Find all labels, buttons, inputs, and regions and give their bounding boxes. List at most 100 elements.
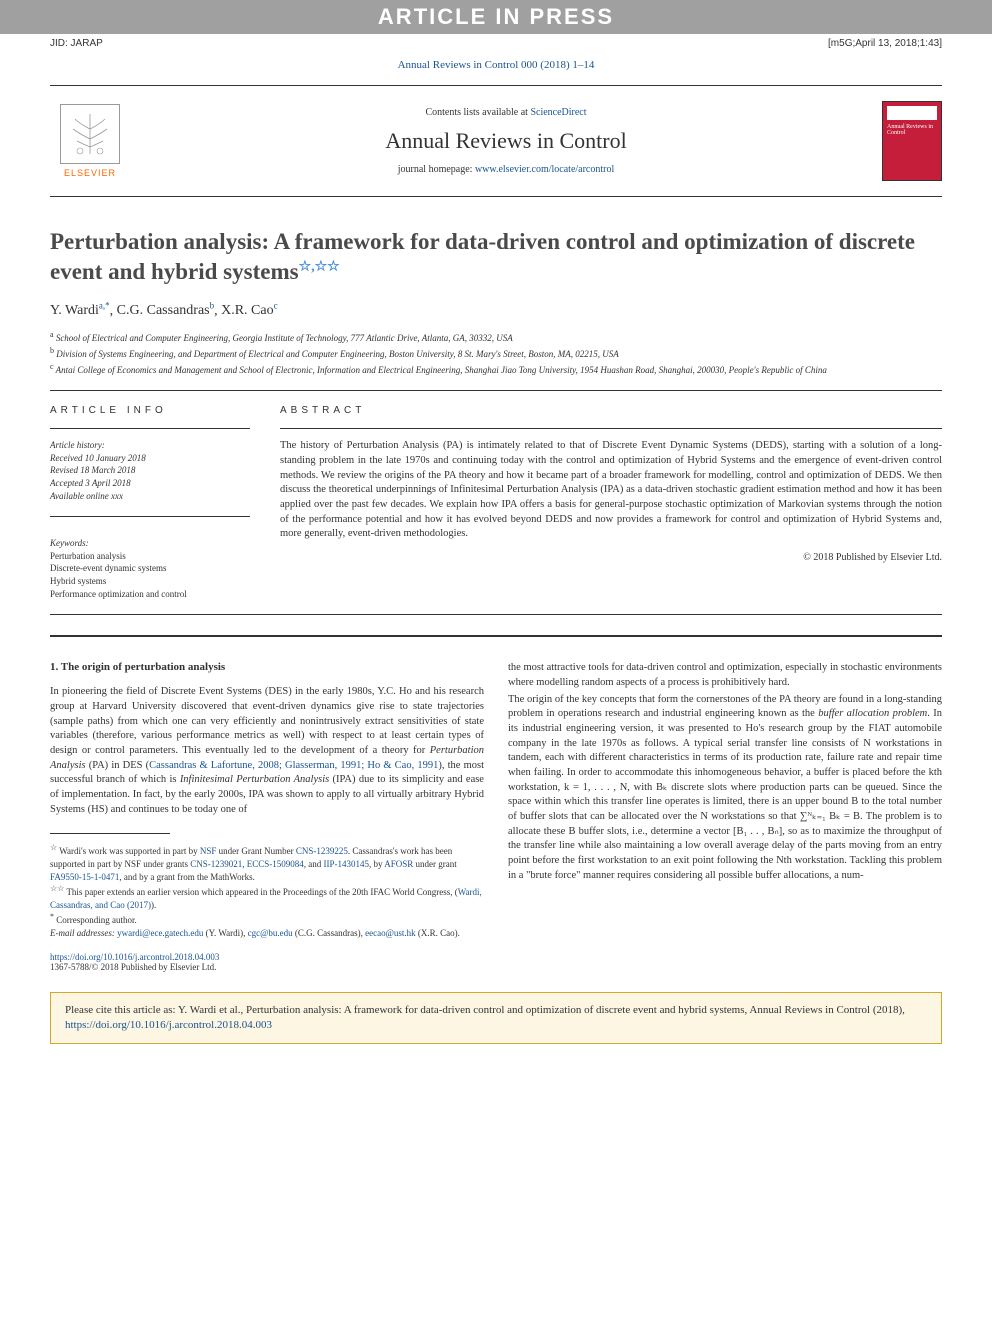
elsevier-tree-icon <box>60 104 120 164</box>
sciencedirect-link[interactable]: ScienceDirect <box>530 107 586 118</box>
footnotes: ☆ Wardi's work was supported in part by … <box>50 842 484 939</box>
body-paragraph: In pioneering the field of Discrete Even… <box>50 685 484 817</box>
text: . In its industrial engineering version,… <box>508 708 942 881</box>
author: X.R. Caoc <box>221 303 278 318</box>
asterisk-icon: * <box>50 912 54 921</box>
keyword: Performance optimization and control <box>50 588 250 601</box>
affiliation: b Division of Systems Engineering, and D… <box>50 345 942 361</box>
text: under Grant Number <box>216 846 295 856</box>
journal-reference: Annual Reviews in Control 000 (2018) 1–1… <box>0 53 992 77</box>
history-label: Article history: <box>50 439 250 452</box>
abstract-heading: ABSTRACT <box>280 405 942 416</box>
authors-line: Y. Wardia,*, C.G. Cassandrasb, X.R. Caoc <box>50 301 942 320</box>
elsevier-wordmark: ELSEVIER <box>64 168 116 178</box>
rule <box>50 390 942 391</box>
email-label: E-mail addresses: <box>50 928 117 938</box>
info-abstract-row: ARTICLE INFO Article history: Received 1… <box>50 405 942 600</box>
citation-link[interactable]: Cassandras & Lafortune, 2008; Glasserman… <box>149 760 438 771</box>
author-name: X.R. Cao <box>221 303 274 318</box>
text: under grant <box>413 859 456 869</box>
history-item: Accepted 3 April 2018 <box>50 477 250 490</box>
affiliations: a School of Electrical and Computer Engi… <box>50 329 942 376</box>
title-text: Perturbation analysis: A framework for d… <box>50 229 915 284</box>
body-paragraph: the most attractive tools for data-drive… <box>508 661 942 690</box>
funder-link[interactable]: NSF <box>200 846 217 856</box>
copyright-line: © 2018 Published by Elsevier Ltd. <box>280 552 942 563</box>
header-center: Contents lists available at ScienceDirec… <box>130 107 882 175</box>
aff-text: Division of Systems Engineering, and Dep… <box>56 349 619 359</box>
text: (Y. Wardi), <box>203 928 247 938</box>
grant-link[interactable]: IIP-1430145 <box>324 859 370 869</box>
keyword: Hybrid systems <box>50 575 250 588</box>
email-link[interactable]: eecao@ust.hk <box>365 928 416 938</box>
email-link[interactable]: ywardi@ece.gatech.edu <box>117 928 203 938</box>
text: (X.R. Cao). <box>416 928 460 938</box>
body-columns: 1. The origin of perturbation analysis I… <box>50 661 942 939</box>
journal-title: Annual Reviews in Control <box>130 128 882 154</box>
grant-link[interactable]: FA9550-15-1-0471 <box>50 872 119 882</box>
cite-text: Please cite this article as: Y. Wardi et… <box>65 1004 905 1016</box>
author-sup: b <box>210 301 215 311</box>
body-paragraph: The origin of the key concepts that form… <box>508 693 942 884</box>
article-info-column: ARTICLE INFO Article history: Received 1… <box>50 405 250 600</box>
funder-link[interactable]: AFOSR <box>384 859 413 869</box>
article-info-heading: ARTICLE INFO <box>50 405 250 416</box>
aff-text: School of Electrical and Computer Engine… <box>56 333 513 343</box>
author: Y. Wardia,* <box>50 303 110 318</box>
cover-text: Annual Reviews in Control <box>887 124 937 136</box>
history-item: Revised 18 March 2018 <box>50 464 250 477</box>
thick-rule <box>50 635 942 637</box>
author-sup: c <box>274 301 278 311</box>
aff-sup: b <box>50 346 54 355</box>
cite-doi-link[interactable]: https://doi.org/10.1016/j.arcontrol.2018… <box>65 1019 272 1031</box>
footnote: ☆ Wardi's work was supported in part by … <box>50 842 484 883</box>
text: Corresponding author. <box>56 915 137 925</box>
keyword: Perturbation analysis <box>50 550 250 563</box>
author-name: C.G. Cassandras <box>117 303 210 318</box>
email-link[interactable]: cgc@bu.edu <box>248 928 293 938</box>
text: ). <box>151 900 156 910</box>
text: , and by a grant from the MathWorks. <box>119 872 255 882</box>
grant-link[interactable]: CNS-1239225 <box>296 846 348 856</box>
article-title: Perturbation analysis: A framework for d… <box>50 227 942 287</box>
history-item: Received 10 January 2018 <box>50 452 250 465</box>
grant-link[interactable]: CNS-1239021 <box>190 859 242 869</box>
article-in-press-banner: ARTICLE IN PRESS <box>0 0 992 34</box>
aff-sup: c <box>50 362 54 371</box>
aff-text: Antai College of Economics and Managemen… <box>56 365 827 375</box>
footnote-emails: E-mail addresses: ywardi@ece.gatech.edu … <box>50 927 484 940</box>
left-column: 1. The origin of perturbation analysis I… <box>50 661 484 939</box>
keyword: Discrete-event dynamic systems <box>50 562 250 575</box>
keywords-label: Keywords: <box>50 537 250 550</box>
star-icon: ☆☆ <box>50 884 64 893</box>
affiliation: a School of Electrical and Computer Engi… <box>50 329 942 345</box>
author-name: Y. Wardi <box>50 303 99 318</box>
citation-box: Please cite this article as: Y. Wardi et… <box>50 992 942 1045</box>
right-column: the most attractive tools for data-drive… <box>508 661 942 939</box>
text: , by <box>369 859 384 869</box>
homepage-label: journal homepage: <box>398 164 475 175</box>
rule <box>50 614 942 615</box>
text: , and <box>304 859 324 869</box>
star-icon: ☆ <box>50 843 57 852</box>
article-history: Article history: Received 10 January 201… <box>50 439 250 502</box>
journal-cover-thumbnail: Annual Reviews in Control <box>882 101 942 181</box>
history-item: Available online xxx <box>50 490 250 503</box>
footnote-rule <box>50 833 170 834</box>
aff-sup: a <box>50 330 54 339</box>
homepage-row: journal homepage: www.elsevier.com/locat… <box>130 164 882 175</box>
italic-term: buffer allocation problem <box>818 708 927 719</box>
author: C.G. Cassandrasb <box>117 303 214 318</box>
text: (C.G. Cassandras), <box>293 928 366 938</box>
doi-copyright: 1367-5788/© 2018 Published by Elsevier L… <box>50 962 942 972</box>
text: This paper extends an earlier version wh… <box>66 887 457 897</box>
footnote: * Corresponding author. <box>50 911 484 927</box>
star-icon: ☆,☆☆ <box>299 259 340 274</box>
elsevier-logo: ELSEVIER <box>50 96 130 186</box>
doi-link[interactable]: https://doi.org/10.1016/j.arcontrol.2018… <box>50 952 219 962</box>
jid-row: JID: JARAP [m5G;April 13, 2018;1:43] <box>0 34 992 53</box>
text: Wardi's work was supported in part by <box>59 846 200 856</box>
author-sup: a,* <box>99 301 110 311</box>
homepage-url[interactable]: www.elsevier.com/locate/arcontrol <box>475 164 614 175</box>
grant-link[interactable]: ECCS-1509084 <box>247 859 304 869</box>
